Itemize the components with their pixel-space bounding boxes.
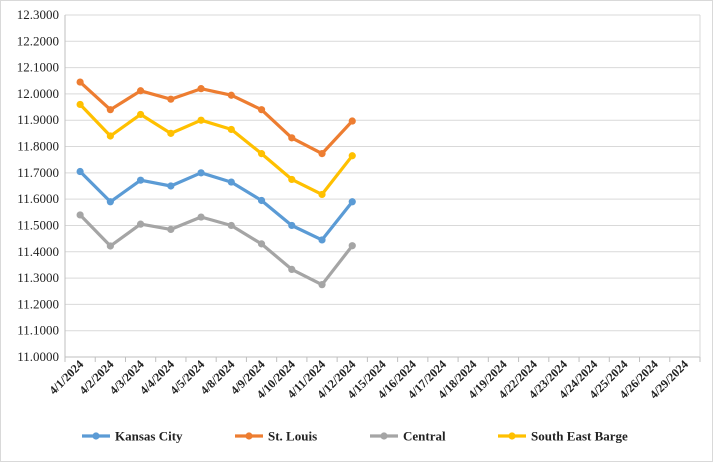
data-point-st-louis bbox=[136, 87, 145, 95]
y-tick-label: 12.0000 bbox=[17, 86, 59, 101]
data-point-st-louis bbox=[227, 91, 235, 99]
y-tick-label: 12.3000 bbox=[17, 7, 59, 22]
data-point-central bbox=[197, 213, 205, 221]
data-point-south-east-barge bbox=[136, 110, 145, 119]
data-point-st-louis bbox=[318, 150, 326, 158]
data-point-kansas-city bbox=[76, 167, 84, 176]
legend-label: Kansas City bbox=[115, 429, 183, 444]
data-point-central bbox=[227, 221, 235, 230]
legend-label: South East Barge bbox=[531, 429, 628, 444]
y-tick-label: 11.1000 bbox=[17, 323, 59, 338]
data-point-south-east-barge bbox=[257, 150, 266, 158]
data-point-central bbox=[167, 225, 175, 234]
data-point-kansas-city bbox=[288, 221, 296, 230]
y-tick-label: 12.1000 bbox=[17, 60, 59, 75]
data-point-kansas-city bbox=[197, 169, 205, 177]
data-point-south-east-barge bbox=[227, 125, 235, 134]
y-tick-label: 11.3000 bbox=[17, 270, 59, 285]
data-point-south-east-barge bbox=[167, 129, 175, 137]
legend: Kansas City St. Louis Central South East Ba… bbox=[82, 429, 628, 444]
y-tick-label: 11.6000 bbox=[17, 191, 59, 206]
data-point-st-louis bbox=[257, 106, 266, 114]
y-tick-labels: 11.0000 11.1000 11.2000 11.3000 11.4000 11.50… bbox=[17, 7, 59, 364]
gridlines bbox=[65, 14, 700, 332]
y-tick-label: 11.0000 bbox=[17, 349, 59, 364]
data-point-south-east-barge bbox=[348, 152, 356, 160]
series bbox=[76, 78, 356, 289]
data-point-central bbox=[106, 242, 114, 250]
y-tick-label: 11.5000 bbox=[17, 217, 59, 232]
y-tick-label: 11.8000 bbox=[17, 139, 59, 154]
y-tick-label: 11.9000 bbox=[17, 112, 59, 127]
data-point-st-louis bbox=[197, 85, 205, 93]
data-point-central bbox=[136, 220, 145, 228]
y-tick-label: 11.4000 bbox=[17, 244, 59, 259]
data-point-south-east-barge bbox=[76, 100, 84, 109]
data-point-south-east-barge bbox=[288, 175, 296, 184]
data-point-south-east-barge bbox=[318, 190, 326, 199]
data-point-kansas-city bbox=[318, 236, 326, 244]
series-line-st-louis bbox=[78, 80, 354, 156]
legend-entry-central: Central bbox=[370, 429, 446, 444]
legend-marker bbox=[508, 432, 516, 440]
data-point-st-louis bbox=[76, 78, 84, 86]
data-point-st-louis bbox=[167, 95, 175, 103]
data-point-central bbox=[288, 265, 296, 273]
axes bbox=[64, 15, 701, 362]
legend-label: Central bbox=[403, 429, 446, 444]
data-point-kansas-city bbox=[106, 198, 114, 206]
data-point-south-east-barge bbox=[106, 132, 114, 140]
legend-marker bbox=[245, 432, 253, 440]
data-point-central bbox=[76, 211, 84, 219]
data-point-kansas-city bbox=[348, 198, 356, 206]
data-point-kansas-city bbox=[257, 196, 266, 205]
series-line-kansas-city bbox=[78, 169, 354, 242]
legend-marker bbox=[92, 432, 100, 440]
legend-label: St. Louis bbox=[268, 429, 317, 444]
legend-entry-st-louis: St. Louis bbox=[235, 429, 317, 444]
series-line-central bbox=[78, 213, 354, 287]
data-point-central bbox=[257, 240, 266, 248]
legend-entry-south-east-barge: South East Barge bbox=[498, 429, 628, 444]
y-tick-label: 12.2000 bbox=[17, 33, 59, 48]
data-point-kansas-city bbox=[136, 176, 145, 184]
data-point-central bbox=[348, 242, 356, 250]
legend-entry-kansas-city: Kansas City bbox=[82, 429, 183, 444]
data-point-kansas-city bbox=[167, 182, 175, 190]
data-point-st-louis bbox=[106, 106, 114, 114]
y-tick-label: 11.2000 bbox=[17, 296, 59, 311]
data-point-kansas-city bbox=[227, 178, 235, 186]
series-line-south-east-barge bbox=[78, 102, 354, 196]
legend-marker bbox=[380, 432, 388, 440]
data-point-central bbox=[318, 281, 326, 289]
y-tick-label: 11.7000 bbox=[17, 165, 59, 180]
data-point-st-louis bbox=[348, 117, 356, 125]
data-point-st-louis bbox=[288, 134, 296, 142]
data-point-south-east-barge bbox=[197, 116, 205, 124]
